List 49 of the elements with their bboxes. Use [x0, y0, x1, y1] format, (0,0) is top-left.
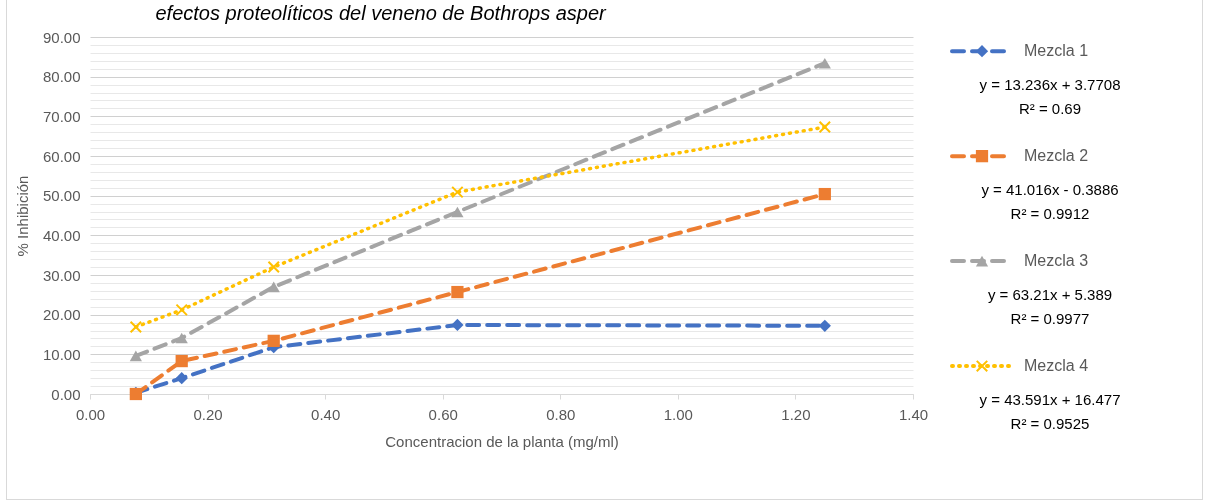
- point: [175, 332, 188, 344]
- legend-label: Mezcla 3: [1024, 252, 1089, 270]
- point: [129, 350, 142, 362]
- legend-label: Mezcla 4: [1024, 357, 1089, 375]
- y-tick-label: 70.00: [42, 107, 81, 125]
- text: y = 41.016x - 0.3886: [981, 181, 1119, 199]
- x-tick-label: 0.60: [428, 405, 458, 423]
- text: R² = 0.69: [1018, 100, 1082, 118]
- y-tick-label: 40.00: [42, 226, 81, 244]
- point: [267, 334, 280, 347]
- x-tick-label: 1.00: [663, 405, 693, 423]
- text: y = 13.236x + 3.7708: [979, 76, 1121, 94]
- point: [451, 318, 464, 332]
- legend-label: Mezcla 2: [1024, 147, 1089, 165]
- y-tick-label: 60.00: [42, 147, 81, 165]
- x-axis-title: Concentracion de la planta (mg/ml): [385, 432, 619, 450]
- point: [175, 303, 188, 317]
- point: [451, 285, 464, 299]
- x-tick-label: 0.80: [546, 405, 576, 423]
- point: [267, 281, 280, 293]
- chart-title: efectos proteolíticos del veneno de Bothrops asper: [155, 2, 608, 24]
- x-tick-label: 0.00: [75, 405, 106, 423]
- point: [818, 120, 832, 134]
- y-tick-label: 50.00: [42, 187, 81, 205]
- y-axis-title: % Inhibición: [13, 175, 31, 257]
- x-tick-label: 1.20: [781, 405, 811, 423]
- point: [451, 185, 464, 199]
- text: R² = 0.9525: [1010, 415, 1090, 433]
- text: R² = 0.9977: [1010, 310, 1090, 328]
- text: R² = 0.9912: [1010, 205, 1090, 223]
- point: [267, 260, 280, 274]
- point: [818, 57, 831, 69]
- y-tick-label: 80.00: [42, 68, 81, 86]
- point: [818, 187, 831, 201]
- point: [175, 372, 188, 385]
- y-tick-label: 0.00: [51, 385, 81, 403]
- x-tick-label: 1.40: [898, 405, 929, 423]
- text: y = 43.591x + 16.477: [979, 391, 1121, 409]
- text: y = 63.21x + 5.389: [987, 286, 1113, 304]
- x-tick-label: 0.20: [193, 405, 223, 423]
- point: [175, 354, 188, 368]
- y-tick-label: 30.00: [42, 266, 81, 284]
- x-tick-label: 0.40: [311, 405, 341, 423]
- y-tick-label: 10.00: [42, 345, 81, 363]
- y-tick-label: 90.00: [42, 28, 81, 46]
- legend-label: Mezcla 1: [1024, 42, 1089, 60]
- y-tick-label: 20.00: [42, 306, 81, 324]
- point: [451, 206, 464, 218]
- point: [129, 320, 143, 334]
